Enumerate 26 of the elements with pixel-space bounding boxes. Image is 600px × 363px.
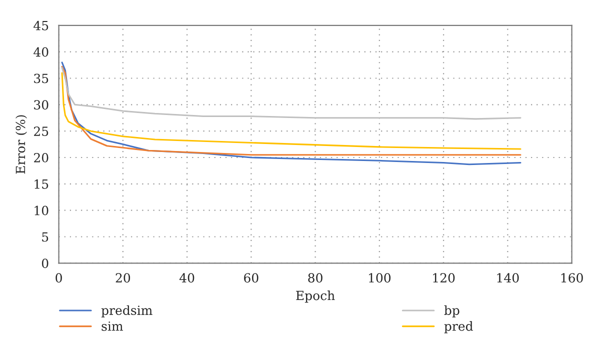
x-tick-label: 80 (308, 273, 322, 283)
y-tick-label: 45 (34, 20, 48, 30)
line-series (61, 66, 522, 120)
y-tick-label: 0 (42, 258, 48, 268)
y-tick-label: 25 (34, 126, 48, 136)
x-tick-label: 20 (116, 273, 130, 283)
y-tick-label: 40 (34, 47, 48, 57)
y-tick-label: 20 (34, 152, 48, 162)
x-tick-label: 100 (369, 273, 391, 283)
y-tick-label: 35 (34, 74, 48, 84)
y-tick-label: 30 (34, 100, 48, 110)
y-tick-label: 15 (34, 179, 48, 189)
x-axis-title: Epoch (296, 290, 335, 303)
y-tick-label: 5 (42, 232, 48, 242)
y-axis-title: Error (%) (16, 115, 27, 174)
x-tick-label: 160 (561, 273, 583, 283)
x-tick-label: 40 (179, 273, 194, 283)
legend-label: pred (444, 321, 473, 334)
x-tick-label: 120 (433, 273, 455, 283)
legend-label: sim (102, 321, 123, 331)
x-tick-label: 0 (56, 273, 62, 283)
y-tick-label: 10 (34, 206, 48, 216)
legend-label: bp (444, 305, 460, 318)
x-tick-label: 140 (497, 273, 519, 283)
legend-label: predsim (101, 305, 152, 318)
x-tick-label: 60 (244, 273, 258, 283)
